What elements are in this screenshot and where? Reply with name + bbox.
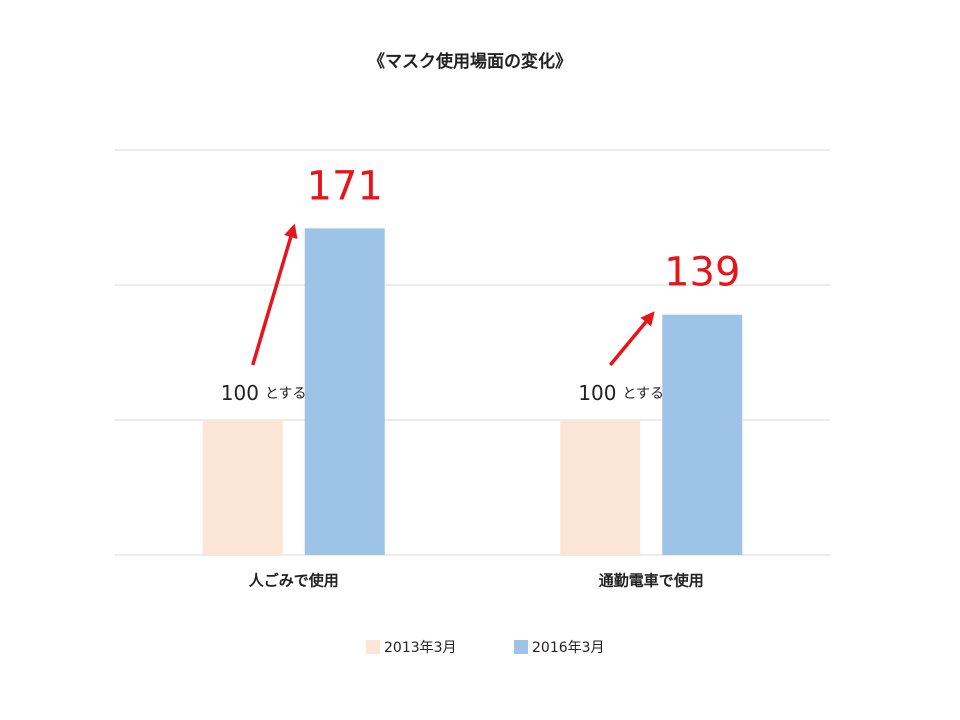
annotation-base: 100 とする [221,381,307,405]
annotation-number: 100 [221,381,259,405]
bar [560,420,641,555]
annotation-suffix: とする [622,386,664,402]
bar [202,420,283,555]
legend-swatch [514,640,528,654]
legend-swatch [366,640,380,654]
x-tick-label: 通勤電車で使用 [599,572,704,590]
bar [304,228,385,556]
chart-title: 《マスク使用場面の変化》 [368,51,572,72]
annotation-result: 139 [664,250,740,296]
arrow [608,311,655,367]
annotation-result: 171 [307,163,383,209]
annotation-suffix: とする [265,386,307,402]
legend-label: 2013年3月 [384,640,457,656]
x-tick-label: 人ごみで使用 [249,572,339,590]
legend-label: 2016年3月 [532,640,605,656]
bar [662,314,743,555]
annotation-base: 100 とする [578,381,664,405]
annotation-number: 100 [578,381,616,405]
arrow [251,223,298,366]
